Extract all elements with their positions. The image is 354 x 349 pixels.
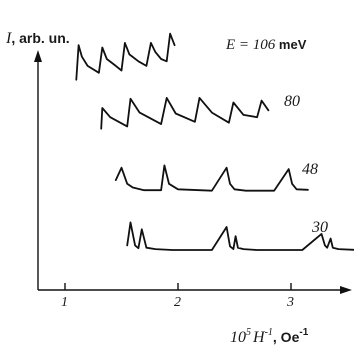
x-axis-label-sup1: 5	[246, 327, 251, 338]
x-axis-label-var: H	[252, 329, 266, 346]
x-tick-label: 1	[61, 295, 68, 310]
x-axis-arrow-icon	[340, 286, 352, 294]
x-ticks: 1 2 3	[61, 283, 294, 310]
x-axis-label-unit-sup: -1	[299, 327, 308, 338]
x-axis-label-unit: , Oe	[273, 329, 300, 345]
series-labels: E = 106 meV 80 48 30	[225, 37, 328, 236]
y-axis-arrow-icon	[34, 50, 42, 62]
y-axis-label-var: I	[5, 30, 12, 47]
series-curve-80	[100, 97, 270, 130]
series-curve-30	[126, 221, 354, 251]
series-curve-48	[114, 164, 309, 192]
series-curve-106	[75, 32, 176, 81]
x-axis-label: 105 H-1, Oe-1	[230, 327, 309, 346]
x-tick-label: 2	[174, 295, 181, 310]
series-label-106: E = 106 meV	[225, 37, 307, 53]
y-axis-label: I, arb. un.	[5, 30, 70, 47]
x-axis-label-main: 10	[230, 329, 246, 346]
x-tick-label: 3	[286, 295, 294, 310]
series-label-30: 30	[311, 219, 328, 236]
y-axis-label-unit: , arb. un.	[11, 30, 69, 46]
series-curves	[75, 32, 354, 251]
x-axis-label-sup2: -1	[265, 327, 273, 338]
series-label-80: 80	[284, 93, 300, 110]
axes	[34, 50, 352, 294]
series-label-48: 48	[302, 161, 318, 178]
